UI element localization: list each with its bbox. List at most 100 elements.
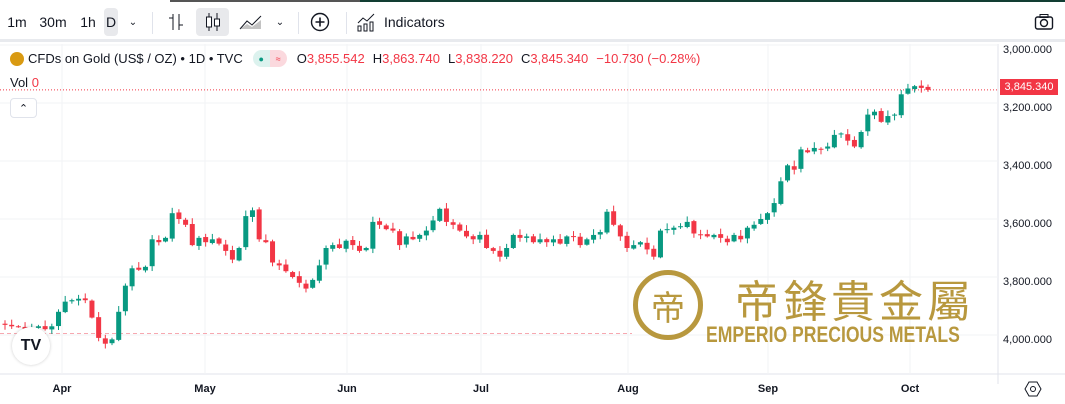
candle-body: [35, 326, 41, 328]
interval-1h[interactable]: 1h: [80, 14, 96, 30]
candle-body: [464, 230, 469, 237]
watermark-chinese: 帝鋒貴金屬: [735, 277, 975, 328]
month-label-aug: Aug: [617, 383, 639, 395]
indicators-icon: [357, 13, 375, 32]
camera-icon[interactable]: [1030, 8, 1058, 36]
price-tick-label: 3,200.000: [1003, 102, 1052, 114]
candle-body: [657, 230, 663, 258]
candle-body: [678, 226, 684, 228]
interval-1m[interactable]: 1m: [7, 14, 27, 30]
candle-body: [62, 301, 68, 313]
candle-body: [2, 323, 8, 325]
candle-body: [691, 221, 697, 234]
candle-body: [82, 298, 88, 301]
price-chart[interactable]: 4,000.000 3,800.000 3,600.000 3,400.000 3,20…: [0, 44, 1065, 404]
candle-body: [684, 221, 690, 228]
tradingview-logo[interactable]: TV: [12, 327, 50, 365]
month-label-apr: Apr: [52, 383, 72, 395]
candle-body: [142, 266, 148, 271]
candle-body: [845, 134, 851, 141]
candle-body: [892, 114, 898, 116]
price-tick-label: 4,000.000: [1003, 334, 1052, 346]
candle-body: [470, 236, 476, 240]
candle-body: [925, 86, 931, 90]
candle-body: [591, 234, 597, 240]
indicators-button[interactable]: Indicators: [356, 8, 456, 36]
candle-body: [42, 326, 48, 330]
divider: [152, 12, 153, 34]
candle-body: [584, 239, 590, 245]
candle-body: [851, 139, 857, 147]
candle-body: [738, 235, 744, 240]
candle-body: [651, 248, 657, 257]
candle-body: [196, 237, 202, 246]
candle-body: [423, 230, 429, 236]
candle-body: [544, 239, 550, 243]
candle-body: [778, 181, 784, 204]
candle-body: [410, 236, 416, 240]
candle-body: [443, 208, 449, 222]
interval-30m[interactable]: 30m: [39, 14, 67, 30]
candle-body: [905, 88, 911, 94]
price-tick-label: 3,400.000: [1003, 160, 1052, 172]
area-chart-icon[interactable]: [236, 8, 266, 36]
candle-body: [764, 213, 770, 220]
symbol-title[interactable]: CFDs on Gold (US$ / OZ) • 1D • TVC: [28, 51, 243, 66]
candle-body: [383, 225, 389, 230]
month-label-may: May: [194, 383, 216, 395]
price-tick-label: 3,000.000: [1003, 44, 1052, 56]
candle-body: [229, 250, 235, 260]
candle-body: [831, 134, 837, 148]
open-label: O: [296, 51, 307, 66]
low-value: 3,838.220: [455, 51, 514, 66]
interval-d[interactable]: D: [104, 8, 118, 36]
current-price-tag: 3,845.340: [1000, 79, 1058, 95]
candle-body: [276, 263, 282, 266]
chevron-down-icon[interactable]: ⌄: [275, 16, 285, 28]
candle-body: [169, 213, 175, 239]
candle-body: [704, 234, 710, 237]
logo-glyph: 帝: [651, 288, 685, 329]
candle-body: [571, 236, 577, 238]
candle-body: [771, 203, 777, 213]
candle-body: [497, 250, 503, 257]
market-status-pill[interactable]: ● ≈: [252, 50, 287, 67]
candle-body: [109, 339, 115, 344]
month-label-oct: Oct: [900, 383, 920, 395]
vol-label: Vol: [10, 75, 29, 90]
candle-body: [624, 235, 630, 248]
candle-body: [183, 219, 189, 225]
candle-body: [243, 216, 249, 248]
chevron-down-icon[interactable]: ⌄: [128, 16, 138, 28]
month-label-jul: Jul: [473, 383, 489, 395]
candle-body: [377, 221, 383, 225]
candles-icon[interactable]: [196, 8, 229, 36]
collapse-legend-button[interactable]: ⌃: [10, 98, 37, 118]
settings-icon[interactable]: [1024, 381, 1042, 397]
candle-body: [524, 236, 530, 238]
candle-body: [504, 248, 510, 257]
candle-body: [370, 221, 376, 249]
candle-body: [403, 236, 409, 245]
price-tick-label: 3,600.000: [1003, 218, 1052, 230]
candle-body: [530, 236, 536, 243]
candle-body: [69, 300, 75, 302]
candle-body: [390, 228, 396, 231]
candle-body: [484, 234, 490, 248]
candle-body: [76, 298, 82, 301]
bar-chart-icon[interactable]: [162, 8, 190, 36]
data-delay-icon: ≈: [269, 50, 287, 67]
candle-body: [604, 211, 610, 233]
candle-body: [363, 248, 369, 251]
candle-body: [510, 234, 516, 248]
add-compare-icon[interactable]: [306, 8, 334, 36]
candle-body: [597, 232, 603, 235]
candle-body: [577, 236, 583, 246]
candle-body: [330, 245, 336, 249]
candle-body: [805, 150, 811, 153]
candle-body: [102, 338, 108, 344]
candle-body: [430, 220, 436, 231]
candle-body: [490, 248, 496, 251]
candle-body: [477, 234, 483, 240]
volume-legend: Vol 0: [10, 75, 39, 90]
